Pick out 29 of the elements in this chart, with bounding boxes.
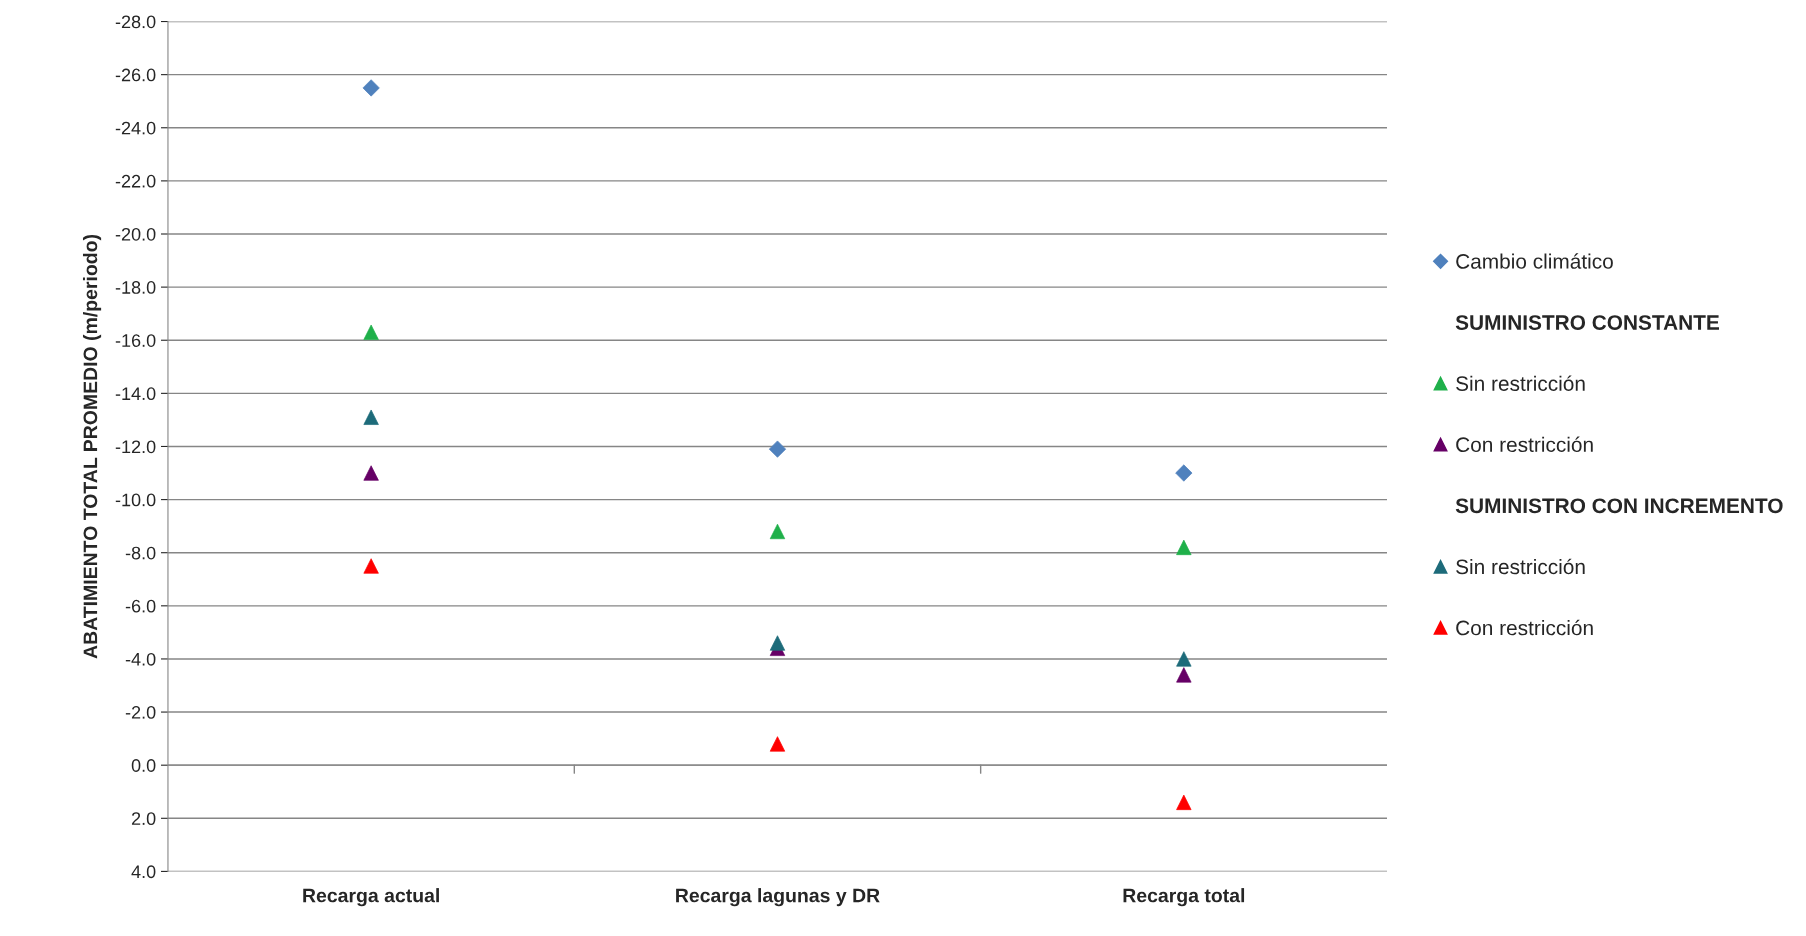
y-tick-label: -18.0 [115,281,156,294]
x-tick-label: Recarga actual [303,888,439,907]
text: SUMINISTRO CON INCREMENTO [1455,498,1783,514]
legend-label: Cambio climático [1456,253,1613,269]
y-tick-label: -4.0 [125,652,156,666]
y-tick-label: -6.0 [125,599,156,613]
y-tick-label: -12.0 [115,440,156,454]
x-tick-label: Recarga lagunas y DR [676,888,880,907]
legend-label: Sin restricción [1456,558,1585,575]
legend-label: Con restricción [1456,619,1593,636]
y-tick-label: 0.0 [131,759,156,772]
y-tick-label: -8.0 [125,546,156,560]
x-tick-label: Recarga total [1123,888,1245,907]
text: SUMINISTRO CONSTANTE [1455,315,1719,330]
y-tick-label: -14.0 [115,387,156,401]
y-axis-title: ABATIMIENTO TOTAL PROMEDIO (m/periodo) [82,234,102,659]
legend-label: Sin restricción [1456,375,1585,391]
y-tick-label: 2.0 [131,812,156,826]
y-tick-label: -26.0 [115,68,156,82]
y-tick-label: 4.0 [131,865,156,879]
point [363,324,379,340]
y-tick-label: -22.0 [115,174,156,188]
y-tick-label: -2.0 [125,706,156,719]
y-tick-label: -16.0 [115,334,156,347]
y-tick-label: -28.0 [115,15,156,29]
y-tick-label: -10.0 [115,493,156,507]
y-tick-label: -24.0 [115,121,156,135]
y-tick-label: -20.0 [115,227,156,241]
legend-label: Con restricción [1456,436,1593,453]
